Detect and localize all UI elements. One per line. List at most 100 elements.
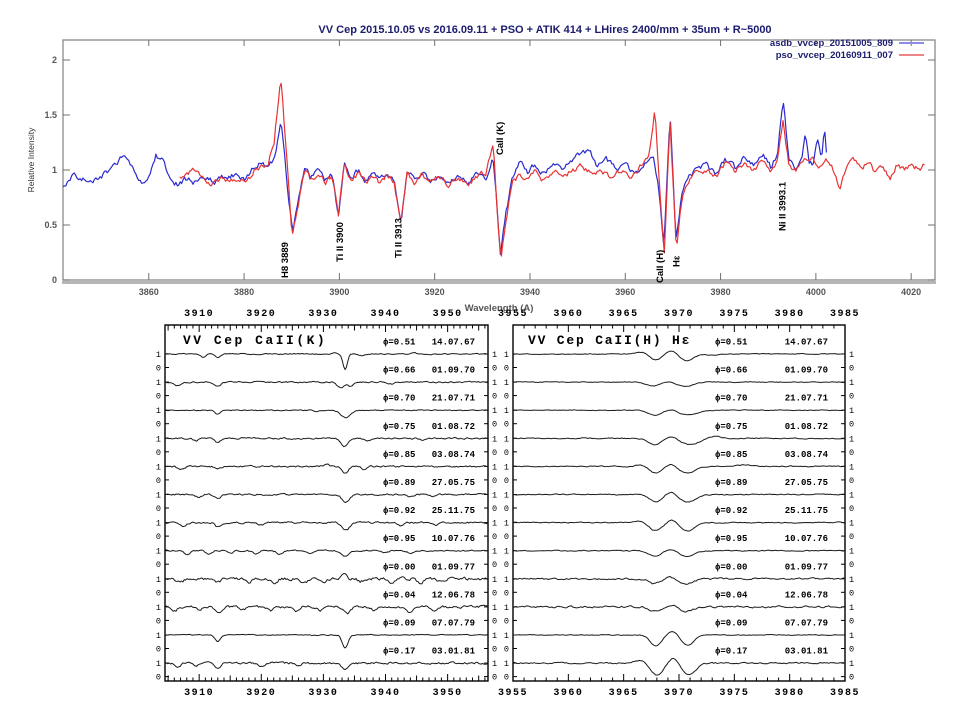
x-tick-label-top: 3975 bbox=[719, 309, 749, 320]
date-label: 03.08.74 bbox=[785, 450, 829, 460]
x-tick-label: 4000 bbox=[806, 287, 826, 297]
row-scale-label-right: 0 bbox=[849, 532, 854, 542]
row-scale-label-right: 1 bbox=[849, 575, 854, 585]
row-scale-label-left: 1 bbox=[504, 378, 509, 388]
x-tick-label-bottom: 3950 bbox=[433, 688, 463, 699]
row-scale-label-left: 0 bbox=[156, 448, 161, 458]
x-tick-label-top: 3985 bbox=[830, 309, 860, 320]
top-spectrum-chart: VV Cep 2015.10.05 vs 2016.09.11 + PSO + … bbox=[25, 22, 955, 316]
y-tick-label: 1 bbox=[52, 165, 57, 175]
row-spectrum-line bbox=[512, 549, 846, 558]
row-scale-label-right: 0 bbox=[849, 560, 854, 570]
x-tick-label-bottom: 3920 bbox=[246, 688, 276, 699]
phase-label: ϕ=0.09 bbox=[715, 619, 747, 629]
date-label: 01.09.77 bbox=[432, 562, 475, 572]
feature-annotation: H8 3889 bbox=[280, 242, 291, 278]
row-spectrum-line bbox=[513, 350, 846, 362]
phase-label: ϕ=0.95 bbox=[715, 534, 747, 544]
row-scale-label-right: 0 bbox=[492, 392, 497, 402]
x-tick-label-bottom: 3955 bbox=[498, 688, 528, 699]
row-scale-label-right: 0 bbox=[492, 448, 497, 458]
row-scale-label-left: 0 bbox=[156, 420, 161, 430]
row-scale-label-left: 0 bbox=[504, 560, 509, 570]
row-scale-label-right: 0 bbox=[849, 364, 854, 374]
date-label: 01.09.70 bbox=[785, 366, 828, 376]
row-scale-label-right: 1 bbox=[492, 491, 497, 501]
x-tick-label-bottom: 3980 bbox=[775, 688, 805, 699]
row-scale-label-left: 0 bbox=[504, 673, 509, 683]
feature-label: Ni II 3993.1 bbox=[778, 181, 789, 231]
row-scale-label-right: 1 bbox=[849, 462, 854, 472]
panel-title: VV Cep CaII(H) Hε bbox=[528, 333, 691, 348]
row-spectrum-line bbox=[164, 549, 489, 557]
row-scale-label-right: 1 bbox=[849, 434, 854, 444]
feature-annotation: Hε bbox=[671, 255, 682, 267]
row-scale-label-left: 0 bbox=[504, 532, 509, 542]
row-spectrum-line bbox=[513, 519, 846, 532]
row-scale-label-left: 0 bbox=[156, 504, 161, 514]
feature-annotation: Ti II 3900 bbox=[335, 222, 346, 262]
x-tick-label: 3880 bbox=[234, 287, 254, 297]
feature-label: Ti II 3900 bbox=[335, 222, 346, 262]
row-spectrum-line bbox=[164, 661, 489, 670]
row-scale-label-left: 1 bbox=[504, 406, 509, 416]
row-spectrum-line bbox=[164, 521, 489, 531]
row-scale-label-right: 1 bbox=[849, 491, 854, 501]
top-spectrum-svg: VV Cep 2015.10.05 vs 2016.09.11 + PSO + … bbox=[26, 24, 936, 314]
row-scale-label-left: 0 bbox=[156, 392, 161, 402]
date-label: 25.11.75 bbox=[432, 506, 475, 516]
row-scale-label-right: 1 bbox=[849, 603, 854, 613]
row-scale-label-right: 1 bbox=[492, 462, 497, 472]
row-scale-label-right: 1 bbox=[492, 547, 497, 557]
y-tick-label: 1.5 bbox=[44, 110, 57, 120]
row-spectrum-line bbox=[164, 604, 489, 615]
x-tick-label-top: 3955 bbox=[498, 309, 528, 320]
row-scale-label-left: 1 bbox=[504, 547, 509, 557]
row-scale-label-right: 1 bbox=[492, 350, 497, 360]
x-tick-label-bottom: 3940 bbox=[371, 688, 401, 699]
date-label: 12.06.78 bbox=[432, 590, 475, 600]
date-label: 10.07.76 bbox=[432, 534, 475, 544]
date-label: 03.01.81 bbox=[785, 647, 829, 657]
row-scale-label-left: 1 bbox=[156, 462, 161, 472]
date-label: 21.07.71 bbox=[785, 394, 829, 404]
legend-label: asdb_vvcep_20151005_809 bbox=[770, 38, 893, 49]
row-scale-label-left: 1 bbox=[156, 631, 161, 641]
row-scale-label-left: 0 bbox=[504, 588, 509, 598]
date-label: 01.09.77 bbox=[785, 562, 828, 572]
row-scale-label-right: 1 bbox=[492, 575, 497, 585]
phase-label: ϕ=0.89 bbox=[383, 478, 415, 488]
row-scale-label-right: 1 bbox=[492, 434, 497, 444]
x-tick-label-top: 3950 bbox=[433, 309, 463, 320]
row-scale-label-right: 0 bbox=[849, 448, 854, 458]
legend-label: pso_vvcep_20160911_007 bbox=[776, 50, 893, 61]
x-tick-label-top: 3980 bbox=[775, 309, 805, 320]
caii-k-svg: VV Cep CaII(K) 3910 3910 3920 3920 3930 3930 39… bbox=[156, 309, 497, 699]
row-scale-label-left: 1 bbox=[504, 491, 509, 501]
x-tick-label-bottom: 3985 bbox=[830, 688, 860, 699]
row-scale-label-left: 0 bbox=[504, 645, 509, 655]
feature-annotation: CaII (H) bbox=[655, 250, 666, 283]
row-scale-label-right: 1 bbox=[849, 659, 854, 669]
row-scale-label-right: 1 bbox=[849, 631, 854, 641]
x-tick-label: 4020 bbox=[901, 287, 921, 297]
date-label: 27.05.75 bbox=[432, 478, 475, 488]
date-label: 01.08.72 bbox=[432, 422, 475, 432]
feature-label: Hε bbox=[671, 255, 682, 267]
row-scale-label-right: 1 bbox=[849, 406, 854, 416]
row-spectrum-line bbox=[164, 380, 489, 389]
row-scale-label-right: 1 bbox=[849, 378, 854, 388]
row-spectrum-line bbox=[512, 604, 846, 613]
date-label: 10.07.76 bbox=[785, 534, 828, 544]
row-scale-label-left: 0 bbox=[156, 673, 161, 683]
y-tick-label: 2 bbox=[52, 55, 57, 65]
caii-h-timeseries-panel: VV Cep CaII(H) Hε 3955 3955 3960 3960 3965 396… bbox=[498, 300, 866, 718]
phase-label: ϕ=0.95 bbox=[383, 534, 415, 544]
row-scale-label-right: 0 bbox=[849, 645, 854, 655]
phase-label: ϕ=0.51 bbox=[715, 338, 748, 348]
x-tick-label-bottom: 3930 bbox=[308, 688, 338, 699]
caii-h-svg: VV Cep CaII(H) Hε 3955 3955 3960 3960 3965 396… bbox=[498, 309, 860, 699]
row-spectrum-line bbox=[512, 576, 846, 585]
row-scale-label-left: 1 bbox=[156, 547, 161, 557]
